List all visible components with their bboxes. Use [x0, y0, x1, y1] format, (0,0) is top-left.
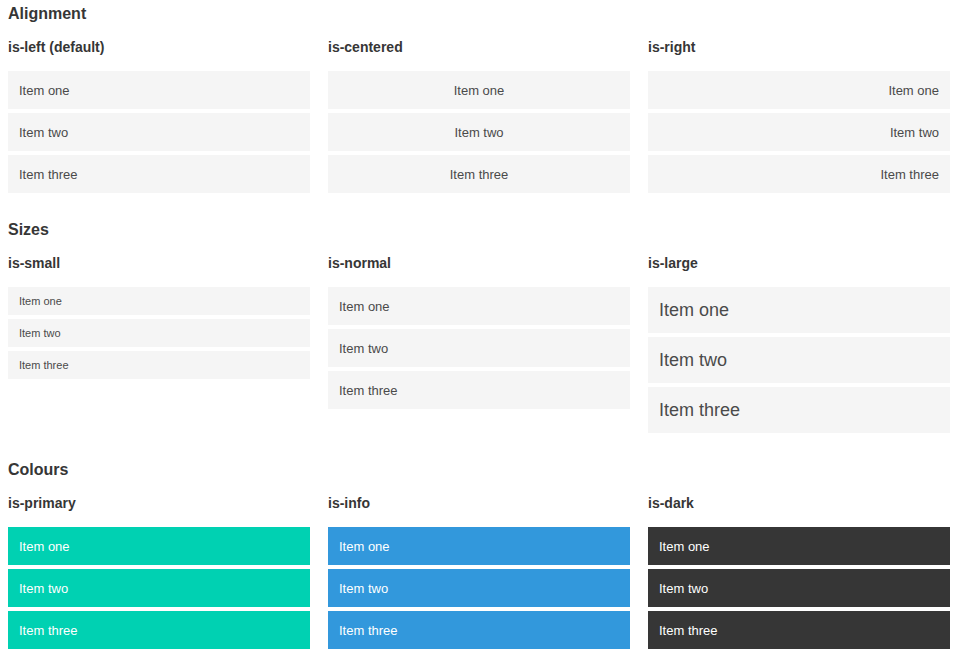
- list-item[interactable]: Item three: [648, 387, 950, 433]
- list-item[interactable]: Item three: [328, 155, 630, 193]
- group-is-centered: is-centered Item one Item two Item three: [328, 40, 630, 197]
- group-is-primary: is-primary Item one Item two Item three: [8, 496, 310, 653]
- group-label: is-left (default): [8, 40, 310, 55]
- section-title: Alignment: [8, 4, 950, 23]
- list-info: Item one Item two Item three: [328, 527, 630, 649]
- list-centered: Item one Item two Item three: [328, 71, 630, 193]
- list-item[interactable]: Item two: [8, 569, 310, 607]
- list-item[interactable]: Item one: [8, 527, 310, 565]
- section-title: Colours: [8, 460, 950, 479]
- list-item[interactable]: Item three: [328, 611, 630, 649]
- colours-groups-row: is-primary Item one Item two Item three …: [8, 496, 950, 653]
- sizes-groups-row: is-small Item one Item two Item three is…: [8, 256, 950, 437]
- section-colours: Colours is-primary Item one Item two Ite…: [8, 460, 950, 653]
- group-is-info: is-info Item one Item two Item three: [328, 496, 630, 653]
- group-label: is-centered: [328, 40, 630, 55]
- group-is-left-default: is-left (default) Item one Item two Item…: [8, 40, 310, 197]
- list-item[interactable]: Item two: [328, 329, 630, 367]
- list-item[interactable]: Item three: [8, 155, 310, 193]
- section-title: Sizes: [8, 220, 950, 239]
- group-label: is-small: [8, 256, 310, 271]
- list-item[interactable]: Item one: [8, 287, 310, 315]
- list-item[interactable]: Item one: [8, 71, 310, 109]
- list-item[interactable]: Item three: [8, 351, 310, 379]
- list-primary: Item one Item two Item three: [8, 527, 310, 649]
- list-item[interactable]: Item two: [648, 569, 950, 607]
- list-left-aligned: Item one Item two Item three: [8, 71, 310, 193]
- section-sizes: Sizes is-small Item one Item two Item th…: [8, 220, 950, 437]
- group-label: is-large: [648, 256, 950, 271]
- list-item[interactable]: Item three: [328, 371, 630, 409]
- group-is-normal: is-normal Item one Item two Item three: [328, 256, 630, 413]
- list-large: Item one Item two Item three: [648, 287, 950, 433]
- list-item[interactable]: Item three: [648, 155, 950, 193]
- group-label: is-normal: [328, 256, 630, 271]
- list-item[interactable]: Item one: [648, 71, 950, 109]
- group-is-small: is-small Item one Item two Item three: [8, 256, 310, 383]
- list-item[interactable]: Item one: [648, 287, 950, 333]
- list-item[interactable]: Item two: [328, 569, 630, 607]
- list-item[interactable]: Item one: [328, 71, 630, 109]
- group-label: is-info: [328, 496, 630, 511]
- section-alignment: Alignment is-left (default) Item one Ite…: [8, 4, 950, 197]
- list-item[interactable]: Item one: [328, 287, 630, 325]
- list-item[interactable]: Item one: [648, 527, 950, 565]
- list-normal: Item one Item two Item three: [328, 287, 630, 409]
- list-item[interactable]: Item two: [8, 319, 310, 347]
- list-item[interactable]: Item three: [8, 611, 310, 649]
- list-item[interactable]: Item three: [648, 611, 950, 649]
- list-item[interactable]: Item two: [648, 337, 950, 383]
- alignment-groups-row: is-left (default) Item one Item two Item…: [8, 40, 950, 197]
- list-item[interactable]: Item two: [328, 113, 630, 151]
- group-is-dark: is-dark Item one Item two Item three: [648, 496, 950, 653]
- group-is-large: is-large Item one Item two Item three: [648, 256, 950, 437]
- group-is-right: is-right Item one Item two Item three: [648, 40, 950, 197]
- list-item[interactable]: Item two: [648, 113, 950, 151]
- list-dark: Item one Item two Item three: [648, 527, 950, 649]
- list-item[interactable]: Item one: [328, 527, 630, 565]
- group-label: is-primary: [8, 496, 310, 511]
- list-small: Item one Item two Item three: [8, 287, 310, 379]
- list-item[interactable]: Item two: [8, 113, 310, 151]
- group-label: is-right: [648, 40, 950, 55]
- group-label: is-dark: [648, 496, 950, 511]
- list-right-aligned: Item one Item two Item three: [648, 71, 950, 193]
